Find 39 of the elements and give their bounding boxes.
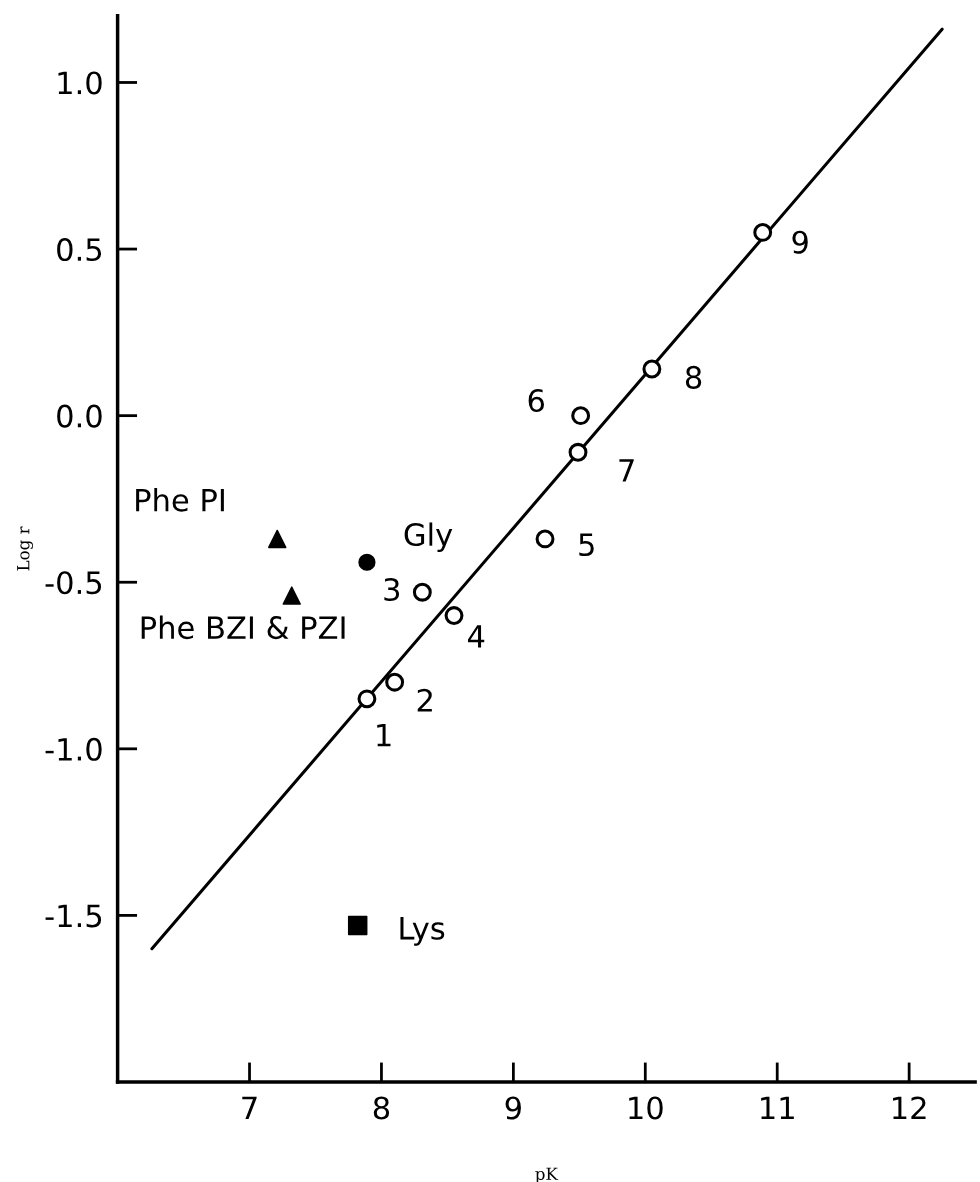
y-axis-title: Log r [17,526,33,571]
annotation: 1 [377,723,391,747]
annotation: 3 [384,577,400,602]
point [385,672,405,692]
point [282,586,301,605]
point [753,222,773,242]
y-tick-label: 0.0 [57,404,102,428]
annotation: 4 [468,625,485,648]
point [347,915,368,936]
annotation: Phe PI [136,488,224,512]
point [571,406,591,426]
point [642,359,662,379]
point [357,689,377,709]
y-tick-label: 0.5 [57,237,102,262]
x-tick-label: 12 [893,1096,926,1120]
y-tick-label: 1.0 [58,71,102,95]
annotation: Gly [404,522,453,553]
y-tick-label: -0.5 [45,571,102,595]
x-tick-label: 10 [629,1096,663,1120]
point [358,553,376,571]
point [535,529,555,549]
y-tick-label: -1.5 [45,904,102,928]
x-tick-label: 9 [505,1096,521,1120]
annotation: Phe BZI & PZI [141,615,345,640]
point [268,529,287,549]
x-tick-label: 11 [761,1096,794,1120]
annotation: 6 [528,388,544,413]
annotation: 9 [792,230,808,254]
annotation: 8 [685,365,702,389]
x-tick-label: 8 [373,1096,390,1120]
annotation: 2 [417,688,432,712]
annotation: 5 [579,533,594,557]
annotation: 7 [619,459,634,482]
point [568,442,588,462]
point [444,606,464,625]
x-tick-label: 7 [242,1096,257,1120]
point [412,582,432,602]
y-tick-label: -1.0 [45,737,102,761]
annotation: Lys [400,917,445,946]
